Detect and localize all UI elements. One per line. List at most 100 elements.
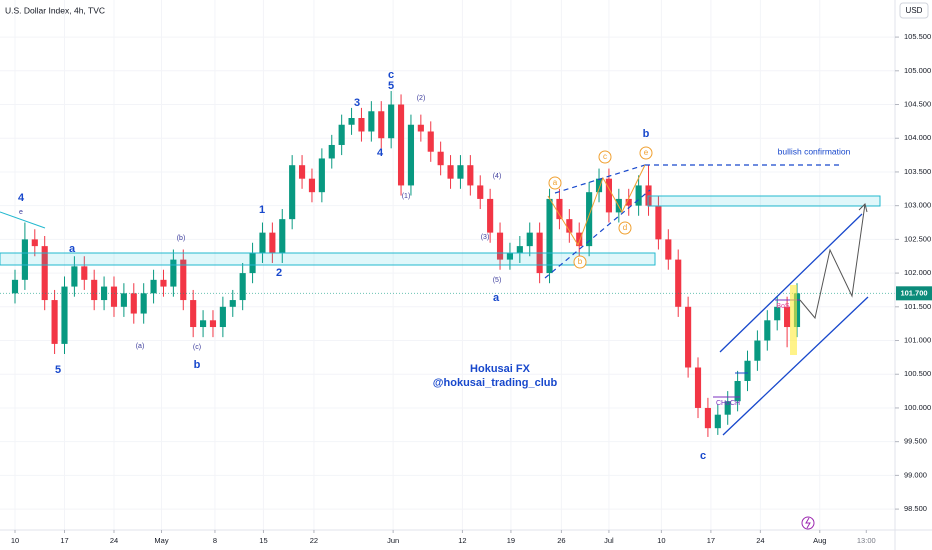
candle-body — [714, 414, 721, 429]
channel-line — [719, 213, 863, 353]
candle-body — [219, 306, 226, 328]
x-tick-label: 19 — [507, 536, 515, 545]
time-axis — [0, 530, 932, 550]
candle-body — [685, 306, 692, 368]
candle-body — [793, 293, 801, 328]
candle-body — [496, 232, 504, 260]
x-tick-label: 15 — [259, 536, 267, 545]
candle-body — [200, 320, 207, 328]
candle-body — [229, 300, 236, 307]
wave-label: 5 — [388, 80, 394, 92]
candle-body — [180, 259, 187, 301]
wave-label: b — [643, 128, 650, 140]
highlight — [790, 285, 797, 355]
annotation: BoS — [776, 303, 790, 310]
candle-body — [150, 279, 157, 294]
candle-body — [467, 165, 474, 186]
y-tick-label: 105.000 — [904, 66, 931, 75]
last-price-box — [896, 286, 932, 301]
wave-label: c — [603, 152, 607, 161]
candle-body — [71, 266, 78, 287]
annotation: CHoCH — [716, 400, 740, 407]
drawings — [0, 164, 881, 530]
x-tick-label: 10 — [11, 536, 19, 545]
x-tick-label: 8 — [213, 536, 217, 545]
candle-body — [427, 131, 434, 152]
y-tick-label: 105.500 — [904, 32, 931, 41]
candle-body — [81, 266, 88, 280]
x-tick-label: 10 — [657, 536, 665, 545]
wave-label: c — [388, 69, 394, 81]
candle-body — [457, 165, 464, 179]
candle-body — [358, 118, 365, 132]
wave-circle — [573, 255, 587, 269]
chart-title: U.S. Dollar Index, 4h, TVC — [5, 5, 105, 15]
wave-label: 2 — [276, 267, 282, 279]
y-tick-label: 102.000 — [904, 268, 931, 277]
candle-body — [249, 252, 256, 274]
candle-body — [308, 178, 316, 193]
x-tick-label: 22 — [310, 536, 318, 545]
channel-line — [722, 296, 869, 436]
annotation: @hokusai_trading_club — [433, 377, 558, 389]
x-tick-label: Jul — [604, 536, 614, 545]
candle-body — [348, 118, 355, 125]
zone — [0, 252, 656, 266]
y-tick-label: 103.000 — [904, 201, 931, 210]
candles — [0, 91, 895, 437]
candle-body — [140, 293, 147, 314]
x-tick-label: 12 — [458, 536, 466, 545]
candle-body — [417, 124, 424, 132]
axis-labels: 98.500 99.000 99.500 100.000 100.500 101.000 1… — [11, 32, 932, 545]
candle-body — [625, 198, 632, 206]
wave-label: (b) — [177, 235, 186, 242]
y-tick-label: 101.000 — [904, 336, 931, 345]
wave-label: b — [578, 257, 583, 266]
candle-body — [130, 293, 137, 314]
wave-label: c — [700, 450, 706, 462]
candle-body — [774, 306, 781, 321]
last-price-label: 101.700 — [900, 288, 927, 297]
y-tick-label: 99.000 — [904, 470, 927, 479]
candle-body — [605, 178, 612, 213]
candle-body — [190, 300, 197, 328]
wave-label: 5 — [55, 364, 61, 376]
projection — [799, 203, 866, 320]
y-tick-label: 101.500 — [904, 302, 931, 311]
triangle-line — [554, 164, 646, 194]
candle-body — [437, 151, 444, 166]
candle-body — [477, 185, 484, 199]
candle-body — [259, 232, 266, 253]
wave-label: 1 — [259, 204, 265, 216]
y-tick-label: 100.000 — [904, 403, 931, 412]
x-tick-label: May — [154, 536, 168, 545]
x-tick-label: 13:00 — [857, 536, 876, 545]
candle-body — [724, 401, 731, 415]
candle-body — [526, 232, 533, 247]
candle-body — [694, 367, 702, 408]
candle-body — [269, 232, 276, 253]
candle-body — [110, 286, 118, 307]
x-tick-label: 24 — [756, 536, 764, 545]
wave-label: (1) — [402, 193, 411, 200]
wave-label: (3) — [481, 234, 490, 241]
wave-circle — [639, 146, 653, 160]
wave-circle — [598, 150, 612, 164]
candle-body — [635, 185, 642, 206]
triangle-line — [544, 189, 651, 279]
candle-body — [586, 192, 593, 247]
y-tick-label: 99.500 — [904, 437, 927, 446]
candle-body — [318, 158, 325, 193]
event-icon — [801, 516, 815, 530]
candle-body — [91, 279, 98, 301]
wave-label: 4 — [377, 147, 384, 159]
candle-body — [675, 259, 682, 307]
candle-body — [665, 239, 672, 260]
projection-arrow — [858, 203, 868, 213]
candle-body — [447, 165, 454, 179]
candle-body — [101, 286, 108, 301]
candle-body — [31, 239, 38, 247]
candle-body — [764, 320, 771, 341]
wave-label: (4) — [493, 173, 502, 180]
candle-body — [209, 320, 217, 328]
